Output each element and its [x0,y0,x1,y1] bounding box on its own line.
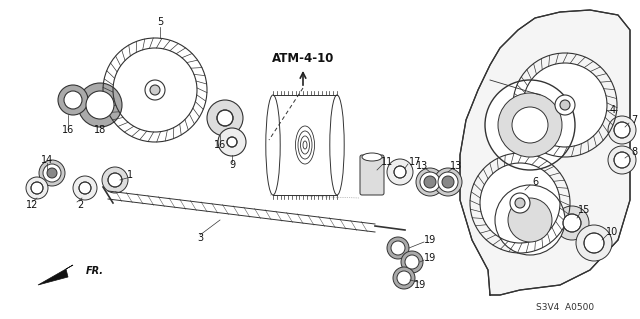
Text: 12: 12 [26,200,38,210]
Circle shape [401,251,423,273]
Circle shape [515,198,525,208]
Text: 13: 13 [450,161,462,171]
Text: 19: 19 [424,253,436,263]
Circle shape [86,91,114,119]
Circle shape [394,166,406,178]
Circle shape [416,168,444,196]
Circle shape [485,80,575,170]
Circle shape [614,122,630,138]
Text: ATM-4-10: ATM-4-10 [272,51,334,64]
Circle shape [391,241,405,255]
Text: 15: 15 [578,205,590,215]
Circle shape [420,172,440,192]
Circle shape [387,159,413,185]
Circle shape [512,107,548,143]
Circle shape [608,146,636,174]
Circle shape [73,176,97,200]
Circle shape [555,206,589,240]
Polygon shape [38,265,73,285]
Text: S3V4  A0500: S3V4 A0500 [536,303,594,313]
Circle shape [434,168,462,196]
Text: 17: 17 [409,157,421,167]
Ellipse shape [523,63,607,147]
Circle shape [584,233,604,253]
Circle shape [58,85,88,115]
Circle shape [64,91,82,109]
Circle shape [31,182,43,194]
Circle shape [78,83,122,127]
Text: 7: 7 [631,115,637,125]
Ellipse shape [480,163,560,243]
Circle shape [217,110,233,126]
Circle shape [79,182,91,194]
Text: FR.: FR. [86,266,104,276]
Circle shape [498,93,562,157]
Polygon shape [460,10,630,295]
Circle shape [405,255,419,269]
Circle shape [424,176,436,188]
Text: 1: 1 [127,170,133,180]
Text: 14: 14 [41,155,53,165]
FancyBboxPatch shape [360,155,384,195]
Circle shape [207,100,243,136]
Circle shape [560,100,570,110]
Text: 9: 9 [229,160,235,170]
Text: 18: 18 [94,125,106,135]
Circle shape [218,128,246,156]
Ellipse shape [362,153,382,161]
Text: 3: 3 [197,233,203,243]
Circle shape [150,85,160,95]
Text: 16: 16 [214,140,226,150]
Circle shape [563,214,581,232]
Circle shape [608,116,636,144]
Circle shape [102,167,128,193]
Text: 4: 4 [610,105,616,115]
Circle shape [387,237,409,259]
Circle shape [510,193,530,213]
Circle shape [145,80,165,100]
Text: 13: 13 [416,161,428,171]
Circle shape [576,225,612,261]
Ellipse shape [113,48,197,132]
Circle shape [39,160,65,186]
Text: 16: 16 [62,125,74,135]
Circle shape [108,173,122,187]
Text: 19: 19 [414,280,426,290]
Text: 10: 10 [606,227,618,237]
Circle shape [43,164,61,182]
Circle shape [442,176,454,188]
Text: 8: 8 [631,147,637,157]
Circle shape [26,177,48,199]
Circle shape [614,152,630,168]
Text: 19: 19 [424,235,436,245]
Circle shape [438,172,458,192]
Circle shape [397,271,411,285]
Circle shape [47,168,57,178]
Circle shape [227,137,237,147]
Circle shape [555,95,575,115]
Text: 6: 6 [532,177,538,187]
Circle shape [508,198,552,242]
Circle shape [495,185,565,255]
Text: 2: 2 [77,200,83,210]
Circle shape [393,267,415,289]
Text: 11: 11 [381,157,393,167]
Text: 5: 5 [157,17,163,27]
